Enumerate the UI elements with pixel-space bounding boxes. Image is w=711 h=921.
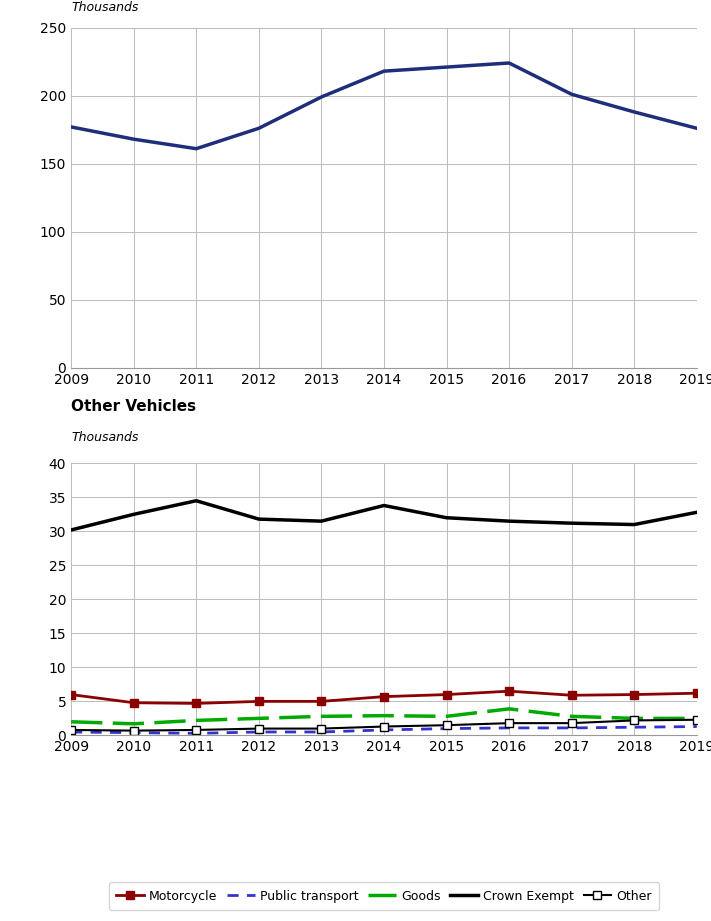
Text: Other Vehicles: Other Vehicles [71,400,196,414]
Text: Thousands: Thousands [71,431,139,444]
Text: Thousands: Thousands [71,1,139,14]
Legend: Motorcycle, Public transport, Goods, Crown Exempt, Other: Motorcycle, Public transport, Goods, Cro… [109,882,659,910]
